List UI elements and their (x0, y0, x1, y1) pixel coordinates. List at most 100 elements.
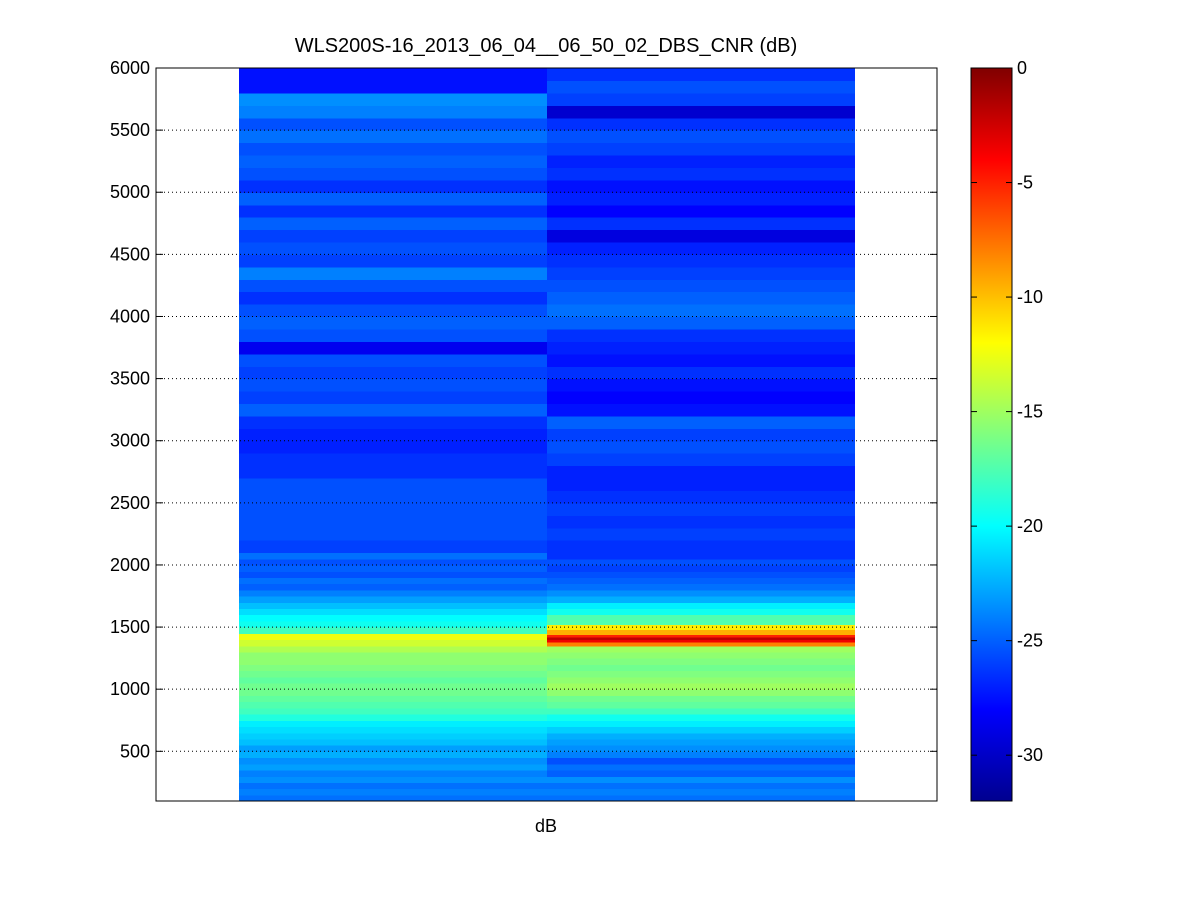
heatmap-cell (547, 254, 855, 268)
heatmap-cell (547, 602, 855, 610)
heatmap-cell (547, 738, 855, 746)
heatmap-cell (239, 403, 547, 417)
heatmap-cell (547, 465, 855, 479)
heatmap-cell (239, 440, 547, 454)
heatmap-cell (239, 105, 547, 119)
heatmap-cell (547, 502, 855, 516)
heatmap-cell (239, 745, 547, 752)
heatmap-cell (547, 552, 855, 560)
heatmap-cell (547, 154, 855, 168)
x-axis-label: dB (535, 816, 557, 836)
heatmap-cell (239, 515, 547, 529)
heatmap-cell (239, 614, 547, 622)
heatmap-cell (239, 266, 547, 280)
heatmap-cell (239, 179, 547, 193)
heatmap-cell (547, 540, 855, 554)
heatmap-cell (239, 540, 547, 554)
heatmap-cell (547, 179, 855, 193)
heatmap-cell (547, 763, 855, 771)
heatmap-cell (547, 571, 855, 578)
colorbar-frame (970, 67, 1013, 802)
y-tick-label: 4000 (110, 306, 150, 326)
colorbar-tick-label: -15 (1017, 402, 1043, 422)
heatmap-cell (239, 633, 547, 641)
heatmap-cell (239, 502, 547, 516)
heatmap-cell (547, 689, 855, 696)
heatmap-cell (239, 732, 547, 740)
colorbar-tick-label: -20 (1017, 516, 1043, 536)
heatmap-cell (239, 788, 547, 796)
heatmap-cell (239, 378, 547, 392)
heatmap-cell (547, 701, 855, 709)
heatmap-cell (239, 254, 547, 268)
heatmap-cell (547, 639, 855, 643)
y-axis: 500 1000 1500 2000 2500 3000 3500 4000 4500 5000 5… (110, 58, 937, 761)
heatmap-cell (547, 714, 855, 721)
heatmap-cell (239, 794, 547, 802)
y-tick-label: 5000 (110, 182, 150, 202)
heatmap-cell (239, 391, 547, 405)
heatmap-cell (547, 577, 855, 585)
heatmap-cell (547, 515, 855, 529)
heatmap-cell (239, 68, 547, 94)
heatmap-cell (547, 428, 855, 442)
heatmap-cell (547, 440, 855, 454)
heatmap-cell (239, 353, 547, 367)
heatmap-cell (239, 527, 547, 541)
heatmap-cell (239, 428, 547, 442)
heatmap-cell (547, 229, 855, 243)
heatmap-cell (547, 316, 855, 330)
heatmap-cell (547, 757, 855, 765)
heatmap-cell (547, 682, 855, 690)
heatmap-cell (239, 738, 547, 746)
y-tick-label: 5500 (110, 120, 150, 140)
heatmap-cell (239, 291, 547, 305)
heatmap-cell (547, 477, 855, 491)
heatmap-cell (239, 465, 547, 479)
heatmap-cell (547, 241, 855, 255)
heatmap-cell (239, 328, 547, 342)
heatmap-cell (547, 664, 855, 672)
heatmap-cell (547, 608, 855, 616)
heatmap-cell (239, 596, 547, 603)
heatmap-cell (547, 415, 855, 429)
heatmap-cell (239, 453, 547, 467)
heatmap-cell (239, 142, 547, 156)
heatmap-cell (547, 670, 855, 678)
heatmap-cell (547, 658, 855, 665)
heatmap-cell (239, 552, 547, 560)
heatmap-cell (239, 763, 547, 771)
heatmap-cell (239, 167, 547, 181)
heatmap-cell (547, 676, 855, 684)
colorbar-ticks: 0 -5 -10 -15 -20 -25 -30 (971, 58, 1043, 765)
colorbar-tick-label: 0 (1017, 58, 1027, 78)
heatmap-cell (239, 689, 547, 696)
heatmap-cell (239, 639, 547, 647)
heatmap-cell (239, 627, 547, 634)
heatmap-cells (239, 68, 855, 802)
y-tick-label: 6000 (110, 58, 150, 78)
heatmap-cell (547, 142, 855, 156)
y-tick-label: 1500 (110, 617, 150, 637)
heatmap-cell (547, 68, 855, 82)
heatmap-cell (239, 558, 547, 566)
heatmap-cell (547, 732, 855, 740)
heatmap-cell (547, 776, 855, 783)
heatmap-cell (547, 583, 855, 591)
heatmap-cell (547, 453, 855, 467)
heatmap-cell (239, 782, 547, 790)
heatmap-cell (239, 92, 547, 106)
plot-frame (155, 67, 938, 802)
plot-area: 500 1000 1500 2000 2500 3000 3500 4000 4500 5000 5… (110, 58, 938, 802)
heatmap-cell (547, 769, 855, 777)
colorbar-tick-label: -30 (1017, 745, 1043, 765)
heatmap-cell (239, 645, 547, 653)
heatmap-cell (239, 577, 547, 585)
heatmap-cell (547, 527, 855, 541)
heatmap-cell (547, 92, 855, 106)
heatmap-cell (547, 634, 855, 638)
heatmap-cell (239, 571, 547, 578)
heatmap-cell (547, 490, 855, 504)
heatmap-cell (547, 366, 855, 380)
heatmap-cell (239, 707, 547, 715)
